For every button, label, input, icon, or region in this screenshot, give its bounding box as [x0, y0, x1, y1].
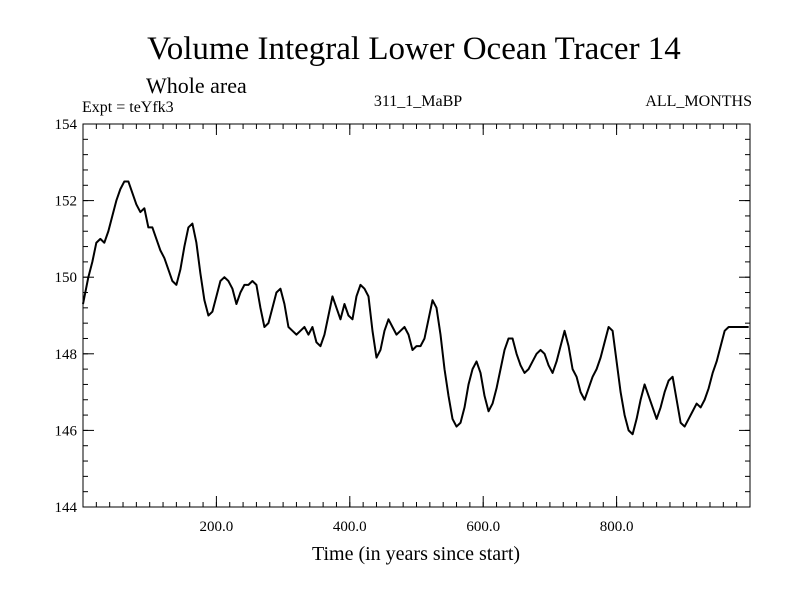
axis-ticks	[82, 123, 751, 508]
y-tick-label: 154	[55, 117, 78, 133]
y-tick-label: 152	[55, 194, 78, 210]
plot-frame	[82, 123, 751, 508]
y-tick-label: 150	[55, 270, 78, 286]
x-tick-label: 600.0	[466, 519, 500, 535]
x-tick-label: 800.0	[600, 519, 634, 535]
x-axis-label: Time (in years since start)	[312, 543, 520, 565]
y-tick-label: 144	[55, 500, 78, 516]
x-tick-label: 400.0	[333, 519, 367, 535]
series-line	[82, 180, 749, 436]
tick-labels: 200.0 400.0 600.0 800.0 144 146 148 150 152 154	[55, 117, 634, 535]
expt-label: Expt = teYfk3	[82, 99, 174, 116]
x-tick-label: 200.0	[200, 519, 234, 535]
y-tick-label: 148	[55, 347, 78, 363]
chart-subtitle: Whole area	[146, 73, 247, 98]
y-tick-label: 146	[55, 423, 78, 439]
chart-title: Volume Integral Lower Ocean Tracer 14	[147, 31, 681, 67]
months-label: ALL_MONTHS	[645, 93, 752, 110]
run-label: 311_1_MaBP	[374, 93, 462, 110]
